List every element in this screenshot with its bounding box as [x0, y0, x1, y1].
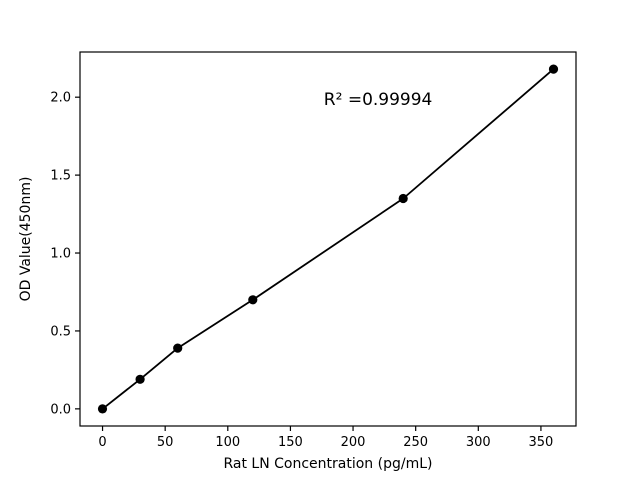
x-tick-label: 150 — [278, 435, 303, 450]
data-point — [173, 343, 183, 353]
y-tick-label: 2.0 — [50, 91, 71, 106]
y-axis-label: OD Value(450nm) — [18, 177, 34, 302]
y-tick-label: 1.0 — [50, 247, 71, 262]
data-point — [135, 374, 145, 384]
data-point — [398, 193, 408, 204]
data-point — [248, 295, 258, 305]
y-tick-label: 0.0 — [50, 402, 71, 417]
x-tick-label: 350 — [529, 435, 554, 450]
x-axis-label: Rat LN Concentration (pg/mL) — [223, 456, 432, 472]
x-tick-label: 300 — [466, 435, 491, 450]
x-tick-label: 50 — [157, 435, 174, 450]
r2-annotation: R² =0.99994 — [324, 90, 433, 110]
data-point — [97, 404, 108, 414]
data-point — [548, 64, 559, 74]
x-tick-label: 250 — [403, 435, 428, 450]
plot-frame — [79, 51, 577, 427]
x-tick-label: 100 — [215, 435, 240, 450]
y-tick-label: 0.5 — [50, 324, 71, 339]
x-tick-label: 200 — [341, 435, 366, 450]
fit-line — [101, 68, 555, 410]
x-tick-label: 0 — [98, 435, 106, 450]
y-tick-label: 1.5 — [50, 169, 71, 184]
